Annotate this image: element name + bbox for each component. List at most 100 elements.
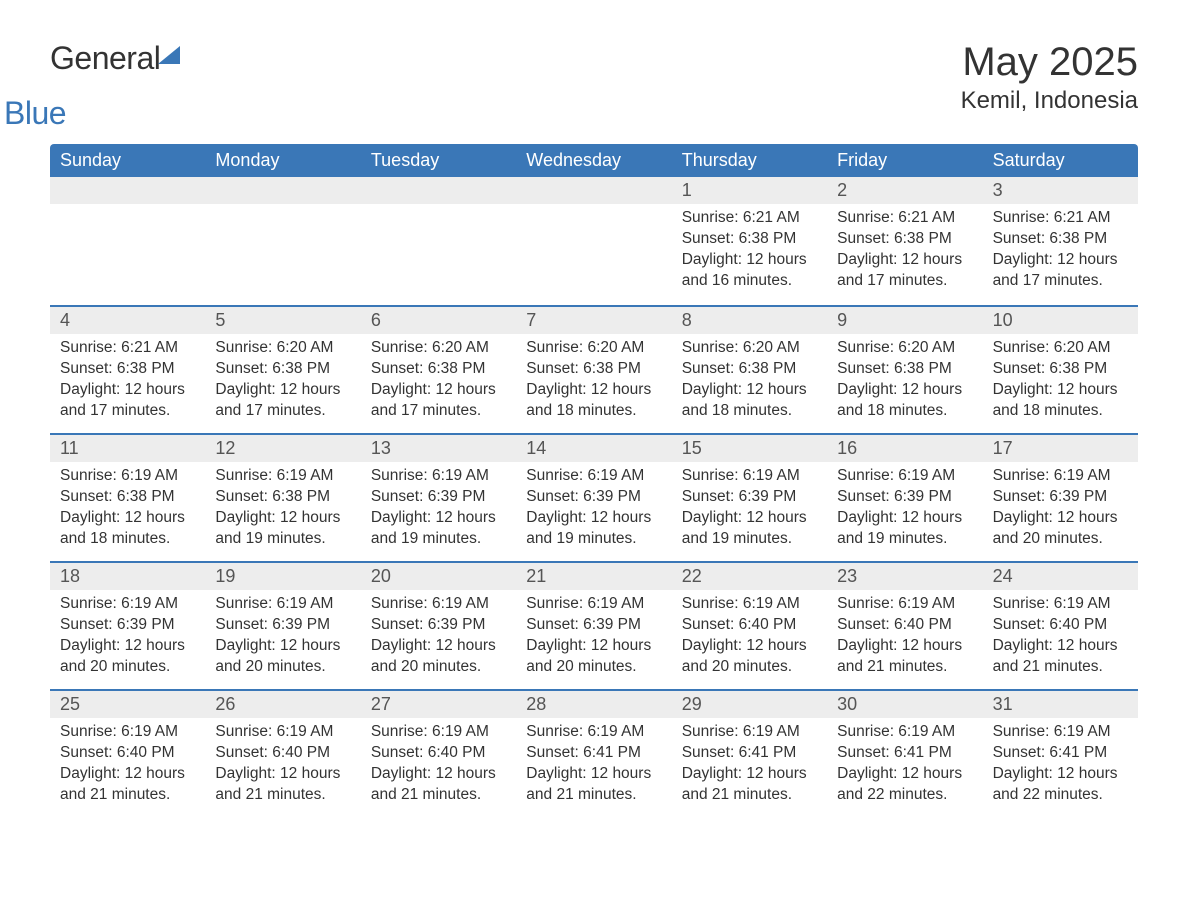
day-content: Sunrise: 6:19 AMSunset: 6:41 PMDaylight:… <box>983 718 1138 816</box>
day-content: Sunrise: 6:20 AMSunset: 6:38 PMDaylight:… <box>827 334 982 432</box>
sunset-text: Sunset: 6:41 PM <box>837 743 972 764</box>
sunset-text: Sunset: 6:38 PM <box>682 359 817 380</box>
daylight-text-2: and 21 minutes. <box>682 785 817 806</box>
sunset-text: Sunset: 6:38 PM <box>837 359 972 380</box>
daylight-text-2: and 19 minutes. <box>215 529 350 550</box>
day-number: 7 <box>516 307 671 334</box>
sunrise-text: Sunrise: 6:21 AM <box>682 208 817 229</box>
day-number: 6 <box>361 307 516 334</box>
logo-text-general: General <box>50 40 160 77</box>
sunset-text: Sunset: 6:38 PM <box>60 359 195 380</box>
day-cell: 21Sunrise: 6:19 AMSunset: 6:39 PMDayligh… <box>516 563 671 689</box>
day-cell: 27Sunrise: 6:19 AMSunset: 6:40 PMDayligh… <box>361 691 516 817</box>
day-number: 30 <box>827 691 982 718</box>
week-row: 1Sunrise: 6:21 AMSunset: 6:38 PMDaylight… <box>50 177 1138 305</box>
sunset-text: Sunset: 6:38 PM <box>215 487 350 508</box>
daylight-text-2: and 17 minutes. <box>993 271 1128 292</box>
daylight-text: Daylight: 12 hours <box>371 508 506 529</box>
day-content: Sunrise: 6:19 AMSunset: 6:39 PMDaylight:… <box>827 462 982 560</box>
daylight-text: Daylight: 12 hours <box>215 508 350 529</box>
title-block: May 2025 Kemil, Indonesia <box>961 40 1138 115</box>
day-number: 13 <box>361 435 516 462</box>
daylight-text: Daylight: 12 hours <box>837 380 972 401</box>
day-cell: 9Sunrise: 6:20 AMSunset: 6:38 PMDaylight… <box>827 307 982 433</box>
daylight-text: Daylight: 12 hours <box>371 764 506 785</box>
sunrise-text: Sunrise: 6:21 AM <box>837 208 972 229</box>
day-content: Sunrise: 6:21 AMSunset: 6:38 PMDaylight:… <box>827 204 982 302</box>
sunrise-text: Sunrise: 6:20 AM <box>682 338 817 359</box>
day-content: Sunrise: 6:21 AMSunset: 6:38 PMDaylight:… <box>50 334 205 432</box>
daylight-text: Daylight: 12 hours <box>60 508 195 529</box>
sunrise-text: Sunrise: 6:19 AM <box>371 466 506 487</box>
sunrise-text: Sunrise: 6:19 AM <box>215 466 350 487</box>
day-header: Friday <box>827 144 982 177</box>
day-header: Thursday <box>672 144 827 177</box>
sunset-text: Sunset: 6:40 PM <box>60 743 195 764</box>
daylight-text-2: and 18 minutes. <box>993 401 1128 422</box>
day-header-row: SundayMondayTuesdayWednesdayThursdayFrid… <box>50 144 1138 177</box>
sunrise-text: Sunrise: 6:19 AM <box>837 466 972 487</box>
daylight-text-2: and 16 minutes. <box>682 271 817 292</box>
daylight-text-2: and 18 minutes. <box>837 401 972 422</box>
sunset-text: Sunset: 6:39 PM <box>682 487 817 508</box>
day-number: 12 <box>205 435 360 462</box>
day-cell: 26Sunrise: 6:19 AMSunset: 6:40 PMDayligh… <box>205 691 360 817</box>
sunrise-text: Sunrise: 6:19 AM <box>993 594 1128 615</box>
sunrise-text: Sunrise: 6:20 AM <box>215 338 350 359</box>
sunset-text: Sunset: 6:39 PM <box>837 487 972 508</box>
day-number: 11 <box>50 435 205 462</box>
day-header: Wednesday <box>516 144 671 177</box>
day-cell <box>50 177 205 305</box>
sunrise-text: Sunrise: 6:19 AM <box>682 594 817 615</box>
sunset-text: Sunset: 6:38 PM <box>371 359 506 380</box>
daylight-text-2: and 19 minutes. <box>682 529 817 550</box>
day-content: Sunrise: 6:19 AMSunset: 6:41 PMDaylight:… <box>827 718 982 816</box>
sunrise-text: Sunrise: 6:19 AM <box>682 722 817 743</box>
sunset-text: Sunset: 6:38 PM <box>60 487 195 508</box>
daylight-text-2: and 20 minutes. <box>993 529 1128 550</box>
day-number: 16 <box>827 435 982 462</box>
day-content: Sunrise: 6:19 AMSunset: 6:38 PMDaylight:… <box>205 462 360 560</box>
daylight-text-2: and 17 minutes. <box>215 401 350 422</box>
day-cell: 29Sunrise: 6:19 AMSunset: 6:41 PMDayligh… <box>672 691 827 817</box>
day-cell: 6Sunrise: 6:20 AMSunset: 6:38 PMDaylight… <box>361 307 516 433</box>
daylight-text: Daylight: 12 hours <box>837 250 972 271</box>
day-number: 5 <box>205 307 360 334</box>
day-cell: 10Sunrise: 6:20 AMSunset: 6:38 PMDayligh… <box>983 307 1138 433</box>
day-content: Sunrise: 6:19 AMSunset: 6:38 PMDaylight:… <box>50 462 205 560</box>
day-header: Monday <box>205 144 360 177</box>
day-number: 31 <box>983 691 1138 718</box>
week-row: 11Sunrise: 6:19 AMSunset: 6:38 PMDayligh… <box>50 433 1138 561</box>
sunrise-text: Sunrise: 6:19 AM <box>60 594 195 615</box>
day-content: Sunrise: 6:19 AMSunset: 6:39 PMDaylight:… <box>50 590 205 688</box>
daylight-text: Daylight: 12 hours <box>682 380 817 401</box>
day-number: 22 <box>672 563 827 590</box>
header: General Blue May 2025 Kemil, Indonesia <box>50 40 1138 132</box>
daylight-text-2: and 21 minutes. <box>837 657 972 678</box>
sunrise-text: Sunrise: 6:19 AM <box>60 722 195 743</box>
daylight-text-2: and 19 minutes. <box>526 529 661 550</box>
day-content: Sunrise: 6:20 AMSunset: 6:38 PMDaylight:… <box>205 334 360 432</box>
day-content: Sunrise: 6:21 AMSunset: 6:38 PMDaylight:… <box>983 204 1138 302</box>
day-cell: 5Sunrise: 6:20 AMSunset: 6:38 PMDaylight… <box>205 307 360 433</box>
daylight-text: Daylight: 12 hours <box>526 380 661 401</box>
daylight-text-2: and 17 minutes. <box>371 401 506 422</box>
daylight-text-2: and 19 minutes. <box>371 529 506 550</box>
day-cell: 1Sunrise: 6:21 AMSunset: 6:38 PMDaylight… <box>672 177 827 305</box>
sunrise-text: Sunrise: 6:20 AM <box>837 338 972 359</box>
day-number: 28 <box>516 691 671 718</box>
daylight-text: Daylight: 12 hours <box>215 764 350 785</box>
sunset-text: Sunset: 6:38 PM <box>837 229 972 250</box>
daylight-text-2: and 21 minutes. <box>993 657 1128 678</box>
logo: General Blue <box>50 40 180 132</box>
sunrise-text: Sunrise: 6:19 AM <box>993 722 1128 743</box>
day-content: Sunrise: 6:19 AMSunset: 6:40 PMDaylight:… <box>50 718 205 816</box>
daylight-text: Daylight: 12 hours <box>215 636 350 657</box>
daylight-text-2: and 18 minutes. <box>682 401 817 422</box>
logo-triangle-icon <box>158 46 180 64</box>
day-header: Tuesday <box>361 144 516 177</box>
daylight-text: Daylight: 12 hours <box>526 636 661 657</box>
daylight-text-2: and 18 minutes. <box>60 529 195 550</box>
logo-text-blue: Blue <box>4 95 180 132</box>
daylight-text: Daylight: 12 hours <box>371 380 506 401</box>
